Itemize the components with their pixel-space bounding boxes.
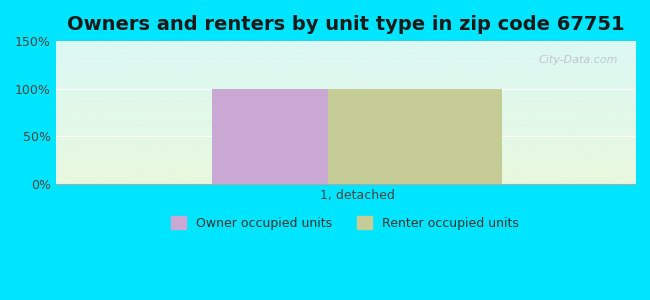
Bar	[328, 89, 502, 184]
Text: City-Data.com: City-Data.com	[538, 56, 617, 65]
Bar	[212, 89, 386, 184]
Legend: Owner occupied units, Renter occupied units: Owner occupied units, Renter occupied un…	[166, 211, 525, 235]
Title: Owners and renters by unit type in zip code 67751: Owners and renters by unit type in zip c…	[66, 15, 624, 34]
